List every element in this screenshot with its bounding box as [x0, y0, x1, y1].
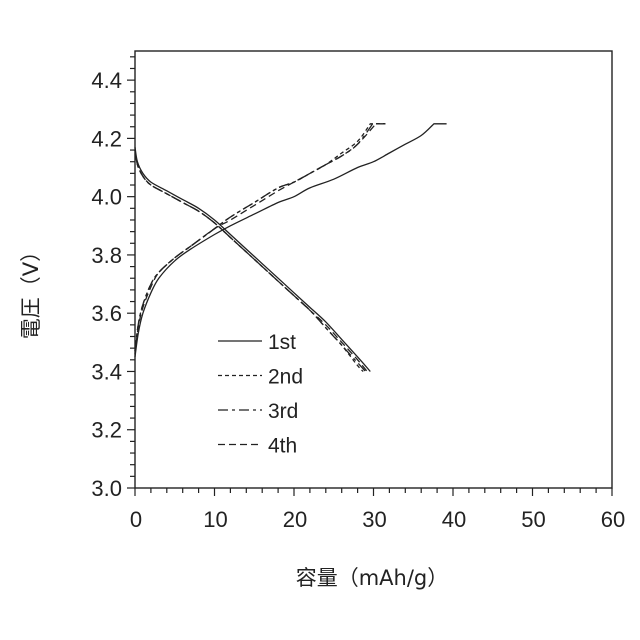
x-tick-label: 40 [442, 507, 466, 532]
y-axis: 3.0 3.2 3.4 3.6 3.8 4.0 4.2 4.4 [91, 57, 135, 501]
y-tick-label: 4.4 [91, 68, 122, 93]
x-tick-label: 10 [203, 507, 227, 532]
x-axis-title: 容量（mAh/g） [296, 566, 449, 590]
y-tick-label: 4.0 [91, 185, 122, 210]
legend-label: 1st [268, 331, 296, 354]
y-tick-label: 4.2 [91, 126, 122, 151]
y-tick-label: 3.8 [91, 243, 122, 268]
series-3rd-charge-line [135, 124, 385, 351]
y-tick-label: 3.0 [91, 476, 122, 501]
series-4th-charge-line [135, 124, 385, 354]
x-tick-label: 60 [601, 507, 625, 532]
legend-entry: 1st [218, 331, 296, 354]
x-tick-label: 0 [130, 507, 142, 532]
series-4th-discharge-line [135, 150, 367, 371]
series-1st-charge-line [135, 124, 447, 357]
x-axis: 0 10 20 30 40 50 60 [130, 488, 625, 532]
series-2nd-discharge-line [135, 150, 363, 371]
x-tick-label: 50 [521, 507, 545, 532]
y-tick-label: 3.6 [91, 301, 122, 326]
legend-label: 2nd [268, 366, 303, 389]
x-tick-label: 30 [362, 507, 386, 532]
legend-entry: 4th [218, 435, 297, 458]
plot-frame [135, 51, 612, 488]
series-2nd-charge-line [135, 124, 385, 351]
legend-entry: 3rd [218, 400, 298, 423]
legend: 1st 2nd 3rd 4th [218, 331, 303, 458]
legend-entry: 2nd [218, 366, 303, 389]
y-tick-label: 3.4 [91, 359, 122, 384]
legend-label: 4th [268, 435, 297, 458]
y-axis-title: 電圧（V） [19, 241, 43, 339]
series-3rd-discharge-line [135, 150, 366, 371]
legend-label: 3rd [268, 400, 298, 423]
x-tick-label: 20 [283, 507, 307, 532]
y-tick-label: 3.2 [91, 418, 122, 443]
